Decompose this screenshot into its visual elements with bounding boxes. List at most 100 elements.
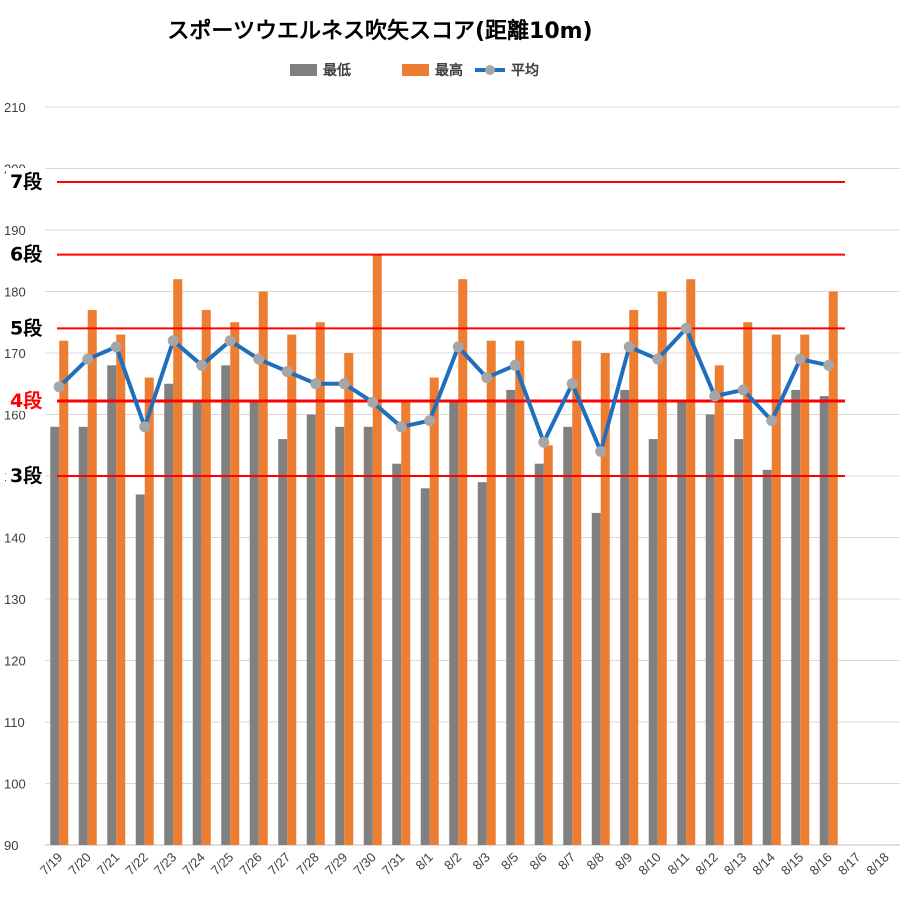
average-marker [595,445,607,457]
average-marker [281,365,293,377]
x-tick-label: 8/10 [635,850,664,879]
x-tick-label: 7/21 [94,850,123,879]
bar-min [306,414,316,845]
average-marker [110,341,122,353]
bar-min [620,389,630,845]
x-tick-label: 7/22 [122,850,151,879]
x-tick-label: 7/30 [350,850,379,879]
bar-min [591,512,601,845]
reference-label-bg [6,168,40,193]
x-tick-label: 8/6 [526,850,549,873]
bar-min [135,494,145,845]
x-tick-label: 8/1 [412,850,435,873]
bar-max [116,334,126,845]
reference-label: 4段 [10,389,43,412]
bar-max [714,365,724,845]
y-tick-label: 140 [4,531,26,546]
y-tick-label: 130 [4,592,26,607]
x-tick-label: 8/11 [665,850,693,878]
x-tick-label: 7/25 [208,850,237,879]
x-tick-label: 7/27 [265,850,294,879]
x-tick-label: 7/29 [322,850,351,879]
reference-label: 3段 [10,464,43,487]
legend-label: 最低 [323,62,351,79]
bar-min [363,426,373,845]
bar-max [401,402,411,845]
bar-min [249,402,259,845]
x-tick-label: 8/14 [749,850,778,879]
bar-min [791,389,801,845]
average-marker [224,335,236,347]
average-line [57,326,830,454]
bar-max [657,291,667,845]
x-tick-label: 8/12 [692,850,721,879]
x-tick-label: 8/9 [612,850,635,873]
reference-label-bg [6,314,40,339]
average-marker [196,359,208,371]
x-tick-label: 7/28 [293,850,322,879]
bar-min [449,402,459,845]
bar-min [819,396,829,845]
average-marker [139,421,151,433]
bar-min [506,389,516,845]
x-tick-label: 8/3 [469,850,492,873]
average-marker [310,378,322,390]
x-tick-label: 8/15 [778,850,807,879]
average-marker [253,353,265,365]
x-tick-label: 8/7 [555,850,578,873]
y-tick-label: 90 [4,838,18,853]
bar-max [372,254,382,846]
x-tick-label: 8/16 [806,850,835,879]
x-tick-label: 7/19 [37,850,66,879]
bar-max [258,291,268,845]
x-tick-label: 7/23 [151,850,180,879]
average-marker [737,384,749,396]
bar-min [563,426,573,845]
average-marker [509,359,521,371]
x-tick-label: 8/18 [863,850,892,879]
bar-min [392,463,402,845]
y-tick-label: 110 [4,715,25,730]
average-marker [53,381,65,393]
bar-min [677,402,687,845]
bar-min [221,365,231,845]
bar-min [648,439,658,845]
y-tick-label: 190 [4,223,26,238]
reference-label-bg [6,386,40,411]
reference-label: 6段 [10,243,43,266]
y-tick-label: 180 [4,285,26,300]
x-tick-label: 7/26 [236,850,265,879]
x-tick-label: 8/8 [583,850,606,873]
bar-min [335,426,345,845]
bar-max [629,309,639,845]
legend-swatch-marker [485,65,495,75]
x-tick-label: 7/24 [179,850,208,879]
bar-max [600,353,610,845]
average-series [53,322,835,457]
bar-max [743,322,753,845]
reference-label: 5段 [10,316,43,339]
y-tick-label: 120 [4,654,26,669]
bar-min [192,402,202,845]
bar-max [771,334,781,845]
x-axis-tick-labels: 7/19 7/20 7/21 7/22 7/23 7/24 7/25 7/26 7/27 7/28… [37,850,892,879]
legend-swatch [402,64,429,76]
bar-max [87,309,97,845]
bar-max [59,340,69,845]
chart-title: スポーツウエルネス吹矢スコア(距離10m) [167,18,592,44]
x-tick-label: 8/17 [835,850,864,879]
y-tick-label: 170 [4,346,26,361]
legend-label: 平均 [511,62,539,79]
average-marker [481,372,493,384]
average-marker [566,378,578,390]
average-marker [652,353,664,365]
bars [50,254,838,846]
x-tick-label: 8/13 [721,850,750,879]
x-tick-label: 8/2 [441,850,464,873]
y-tick-label: 100 [4,777,26,792]
bar-max [144,377,154,845]
legend: 最低 最高 平均 [290,62,539,79]
average-marker [709,390,721,402]
bar-min [477,482,487,845]
